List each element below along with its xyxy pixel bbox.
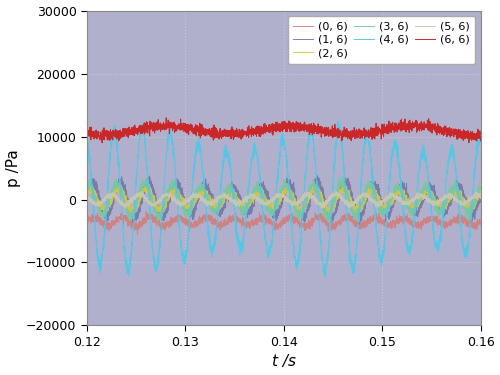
(5, 6) bbox=[235, 200, 241, 204]
(0, 6) bbox=[152, 216, 158, 220]
(1, 6) bbox=[129, 217, 135, 221]
(2, 6) bbox=[478, 191, 484, 195]
(1, 6) bbox=[235, 193, 241, 198]
(2, 6) bbox=[84, 197, 90, 201]
(1, 6) bbox=[152, 189, 158, 193]
Line bbox=[87, 213, 480, 230]
(2, 6) bbox=[339, 183, 345, 187]
(6, 6) bbox=[129, 128, 135, 132]
(4, 6) bbox=[470, 194, 476, 198]
(5, 6) bbox=[252, 194, 258, 198]
(6, 6) bbox=[252, 133, 258, 137]
(1, 6) bbox=[470, 212, 476, 217]
(0, 6) bbox=[252, 218, 258, 223]
(0, 6) bbox=[84, 220, 90, 224]
(5, 6) bbox=[478, 196, 484, 200]
(1, 6) bbox=[103, 221, 109, 226]
Line bbox=[87, 177, 480, 222]
(6, 6) bbox=[428, 127, 434, 131]
(0, 6) bbox=[387, 228, 393, 232]
(0, 6) bbox=[235, 223, 241, 227]
(4, 6) bbox=[478, 136, 484, 141]
(1, 6) bbox=[118, 174, 124, 178]
(4, 6) bbox=[321, 274, 327, 279]
(0, 6) bbox=[129, 220, 135, 224]
(0, 6) bbox=[428, 216, 434, 221]
(0, 6) bbox=[470, 223, 476, 227]
(6, 6) bbox=[292, 117, 298, 122]
(3, 6) bbox=[470, 205, 476, 210]
(3, 6) bbox=[235, 202, 241, 207]
(2, 6) bbox=[470, 204, 476, 208]
(5, 6) bbox=[470, 196, 476, 200]
(5, 6) bbox=[129, 197, 135, 201]
(1, 6) bbox=[478, 195, 484, 200]
Legend: (0, 6), (1, 6), (2, 6), (3, 6), (4, 6), (5, 6), (6, 6): (0, 6), (1, 6), (2, 6), (3, 6), (4, 6), … bbox=[288, 16, 475, 64]
(1, 6) bbox=[84, 196, 90, 200]
(3, 6) bbox=[129, 213, 135, 217]
(4, 6) bbox=[129, 246, 135, 251]
(6, 6) bbox=[152, 123, 158, 127]
(6, 6) bbox=[470, 136, 476, 141]
Line bbox=[87, 119, 480, 142]
(4, 6) bbox=[252, 149, 258, 154]
Line bbox=[87, 185, 480, 215]
(4, 6) bbox=[84, 139, 90, 144]
X-axis label: t /s: t /s bbox=[272, 354, 295, 369]
(4, 6) bbox=[152, 266, 158, 271]
(1, 6) bbox=[252, 192, 258, 196]
(5, 6) bbox=[84, 194, 90, 198]
(2, 6) bbox=[235, 194, 241, 198]
(4, 6) bbox=[428, 199, 434, 204]
Line bbox=[87, 191, 480, 208]
(3, 6) bbox=[126, 220, 132, 224]
(5, 6) bbox=[177, 206, 183, 210]
(6, 6) bbox=[478, 132, 484, 136]
(2, 6) bbox=[152, 199, 158, 203]
(0, 6) bbox=[372, 211, 378, 215]
(2, 6) bbox=[158, 213, 164, 217]
(4, 6) bbox=[235, 237, 241, 241]
Line bbox=[87, 176, 480, 224]
(3, 6) bbox=[252, 186, 258, 190]
(3, 6) bbox=[428, 190, 434, 194]
(0, 6) bbox=[478, 219, 484, 224]
(2, 6) bbox=[252, 193, 258, 197]
(5, 6) bbox=[307, 189, 313, 194]
(2, 6) bbox=[428, 191, 434, 196]
(3, 6) bbox=[478, 187, 484, 192]
(4, 6) bbox=[112, 121, 117, 125]
Y-axis label: p /Pa: p /Pa bbox=[6, 149, 20, 187]
(3, 6) bbox=[152, 209, 158, 213]
(6, 6) bbox=[235, 133, 241, 137]
(3, 6) bbox=[338, 174, 344, 179]
(2, 6) bbox=[129, 211, 135, 216]
(5, 6) bbox=[428, 200, 434, 204]
Line bbox=[87, 123, 480, 277]
(6, 6) bbox=[467, 140, 473, 144]
(1, 6) bbox=[428, 185, 434, 189]
(3, 6) bbox=[84, 187, 90, 191]
(5, 6) bbox=[152, 201, 158, 206]
(6, 6) bbox=[84, 130, 90, 135]
